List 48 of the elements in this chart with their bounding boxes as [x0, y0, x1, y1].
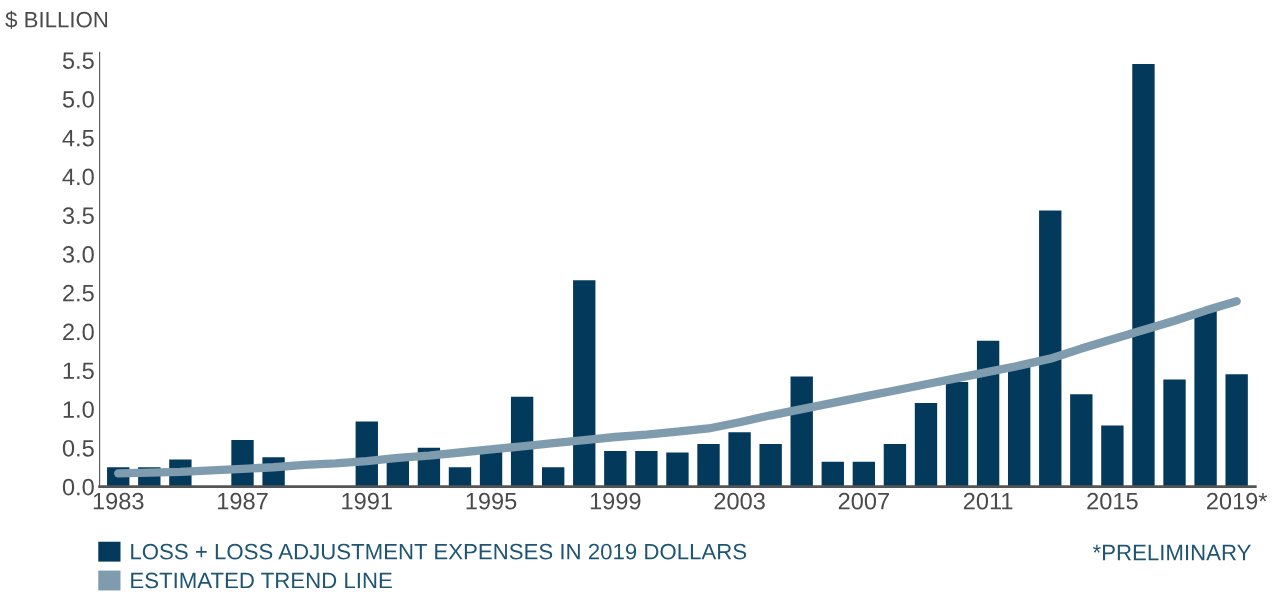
x-tick-label: 1987 — [218, 492, 268, 510]
text: *PRELIMINARY — [1092, 544, 1251, 561]
bar — [448, 467, 472, 487]
bar — [1194, 310, 1217, 487]
bar — [1101, 425, 1124, 487]
y-tick-label: 0.5 — [62, 439, 94, 457]
bar — [852, 461, 876, 487]
bar — [1039, 210, 1062, 487]
y-tick-label: 1.5 — [63, 362, 94, 380]
y-tick-label: 3.5 — [62, 207, 94, 224]
y-tick-label: 1.0 — [63, 401, 94, 418]
y-tick-label: 5.0 — [62, 90, 94, 108]
x-tick-label: 2019* — [1206, 492, 1268, 510]
bar — [1163, 379, 1186, 487]
y-tick-label: 2.5 — [63, 284, 94, 302]
x-tick-label: 1999 — [590, 492, 641, 510]
x-tick-label: 1991 — [342, 492, 392, 510]
bar — [945, 381, 969, 487]
bar — [635, 450, 658, 487]
x-tick-label: 1995 — [466, 492, 517, 510]
bar — [697, 443, 720, 487]
x-tick-label: 2011 — [963, 492, 1013, 510]
bar — [976, 340, 1000, 487]
bar — [1070, 394, 1093, 487]
x-tick-label: 2015 — [1087, 492, 1138, 510]
bar — [1132, 63, 1155, 487]
y-tick-label: 5.5 — [62, 52, 94, 69]
x-tick-label: 2007 — [838, 492, 889, 510]
bar — [728, 432, 751, 487]
bar — [604, 450, 627, 487]
y-tick-label: 4.5 — [62, 129, 94, 147]
bar — [1225, 374, 1248, 487]
bar — [914, 402, 938, 487]
y-tick-label: 3.0 — [62, 246, 94, 263]
y-tick-label: 2.0 — [63, 323, 94, 341]
bar — [573, 280, 596, 487]
bar — [542, 467, 565, 487]
bar — [821, 461, 844, 487]
legend-label: ESTIMATED TREND LINE — [131, 572, 392, 589]
x-tick-label: 2003 — [714, 492, 765, 510]
y-tick-label: 0.0 — [62, 478, 94, 496]
x-tick-label: 1983 — [93, 492, 144, 510]
bar — [883, 443, 907, 487]
y-axis-title: $ BILLION — [5, 10, 108, 29]
bar — [759, 443, 782, 487]
bar — [666, 452, 689, 487]
legend-label: LOSS + LOSS ADJUSTMENT EXPENSES IN 2019 DOLLARS — [131, 543, 747, 560]
y-tick-label: 4.0 — [62, 168, 94, 186]
